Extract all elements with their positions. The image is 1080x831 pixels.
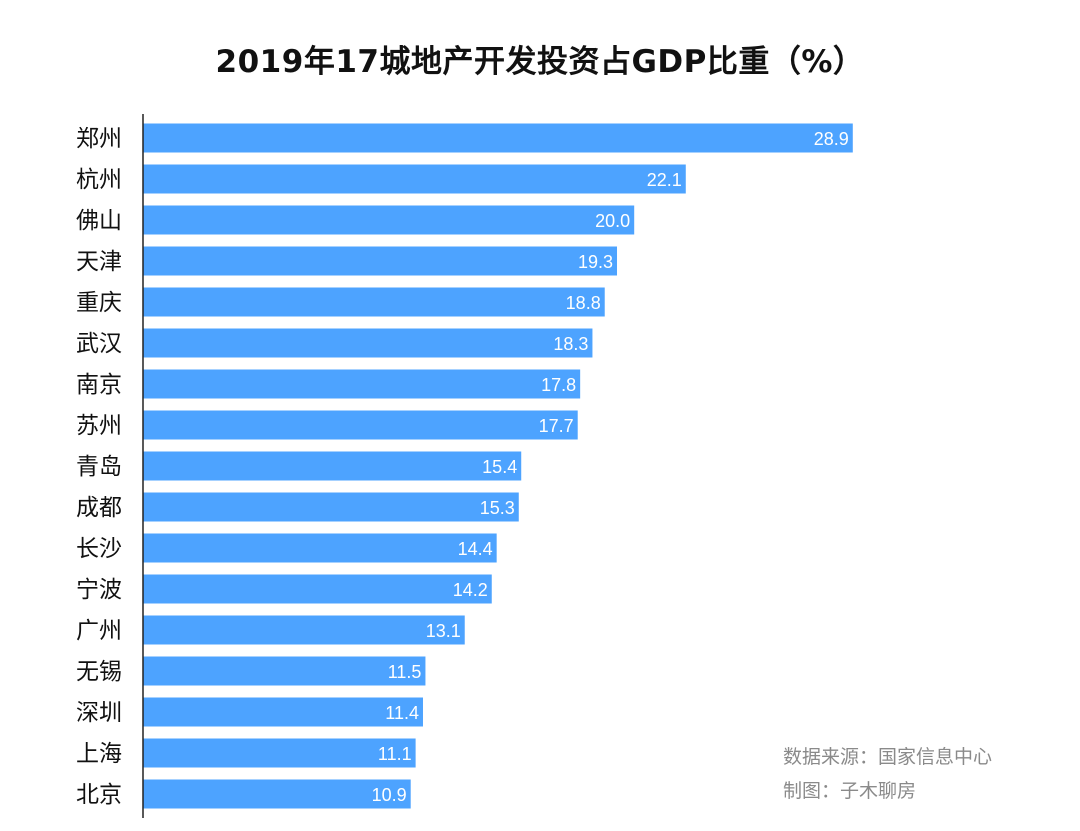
category-label: 苏州 — [76, 413, 122, 439]
chart-notes: 数据来源：国家信息中心 制图：子木聊房 — [783, 740, 992, 808]
bar-无锡 — [143, 656, 426, 686]
bar-宁波 — [143, 574, 492, 604]
value-label: 11.5 — [388, 662, 422, 682]
source-note: 数据来源：国家信息中心 — [783, 746, 993, 768]
author-note: 制图：子木聊房 — [783, 780, 917, 802]
value-label: 11.4 — [385, 703, 419, 723]
category-label: 成都 — [76, 495, 122, 521]
value-label: 15.4 — [482, 457, 517, 477]
category-label: 天津 — [76, 249, 122, 275]
category-label: 南京 — [76, 372, 122, 398]
category-label: 无锡 — [76, 659, 122, 685]
bar-天津 — [143, 246, 618, 276]
bar-广州 — [143, 615, 465, 645]
bar-成都 — [143, 492, 519, 522]
bar-苏州 — [143, 410, 578, 440]
bar-武汉 — [143, 328, 593, 358]
value-label: 18.8 — [566, 293, 601, 313]
bar-杭州 — [143, 164, 686, 194]
value-label: 18.3 — [553, 334, 588, 354]
category-label: 宁波 — [76, 577, 122, 603]
value-label: 14.4 — [458, 539, 493, 559]
category-label: 广州 — [76, 618, 122, 644]
category-label: 上海 — [76, 741, 122, 767]
category-label: 佛山 — [76, 208, 122, 234]
bar-深圳 — [143, 697, 423, 727]
chart-title: 2019年17城地产开发投资占GDP比重（%） — [215, 44, 865, 80]
value-label: 19.3 — [578, 252, 613, 272]
value-label: 17.7 — [539, 416, 574, 436]
category-label: 杭州 — [76, 167, 122, 193]
bar-北京 — [143, 779, 411, 809]
category-label: 武汉 — [76, 331, 122, 357]
bar-重庆 — [143, 287, 605, 317]
value-label: 28.9 — [814, 129, 849, 149]
category-label: 青岛 — [76, 454, 122, 480]
bar-青岛 — [143, 451, 522, 481]
bar-郑州 — [143, 123, 853, 153]
category-label: 长沙 — [76, 536, 122, 562]
value-label: 15.3 — [480, 498, 515, 518]
bar-南京 — [143, 369, 581, 399]
value-label: 13.1 — [426, 621, 461, 641]
value-label: 17.8 — [541, 375, 576, 395]
category-label: 重庆 — [76, 290, 122, 316]
category-label: 北京 — [76, 782, 122, 808]
bars-layer: 28.9 22.1 20.0 19.3 18.8 18.3 17.8 17.7 15.4 15.3… — [143, 123, 853, 809]
value-label: 20.0 — [595, 211, 630, 231]
bar-上海 — [143, 738, 416, 768]
value-label: 11.1 — [378, 744, 412, 764]
value-label: 22.1 — [647, 170, 682, 190]
value-label: 14.2 — [453, 580, 488, 600]
value-label: 10.9 — [372, 785, 407, 805]
category-label: 郑州 — [76, 126, 122, 152]
bar-长沙 — [143, 533, 497, 563]
bar-佛山 — [143, 205, 635, 235]
category-label: 深圳 — [76, 700, 122, 726]
